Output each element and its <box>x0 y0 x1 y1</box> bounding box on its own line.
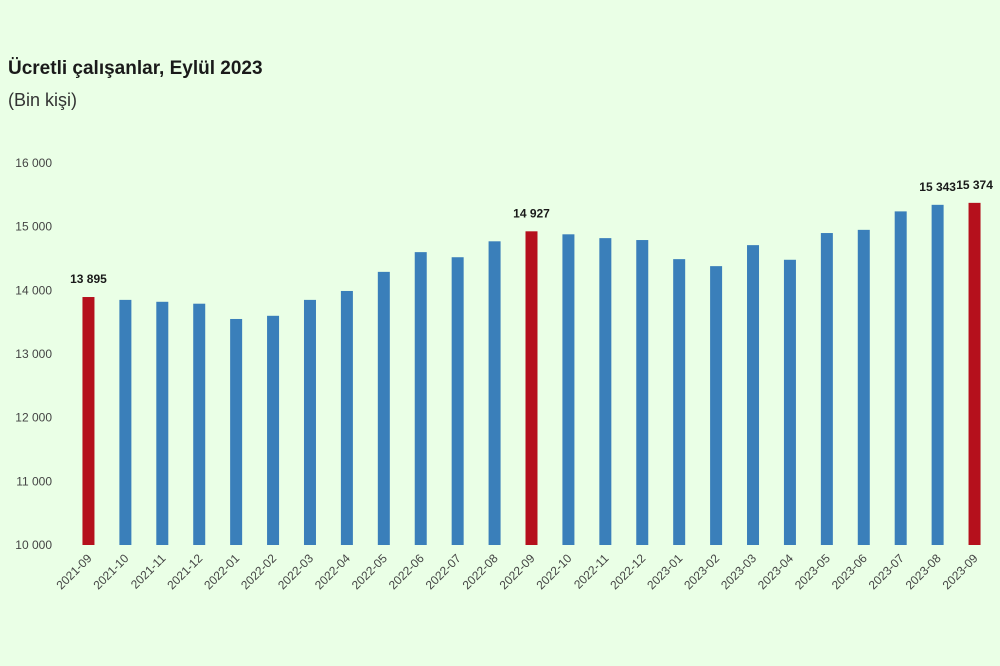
bar-2022-09 <box>525 231 538 545</box>
x-tick-label: 2022-10 <box>533 551 574 592</box>
bar-2022-02 <box>267 315 280 545</box>
y-tick-label: 16 000 <box>15 156 52 170</box>
bar-2021-10 <box>119 299 132 545</box>
bar-2021-12 <box>193 303 206 545</box>
x-tick-label: 2022-11 <box>571 551 612 592</box>
bar-2022-04 <box>340 290 353 545</box>
data-label-2022-09: 14 927 <box>513 206 550 220</box>
bar-2023-06 <box>857 229 870 545</box>
x-tick-label: 2022-12 <box>607 551 648 592</box>
x-tick-label: 2023-06 <box>829 551 870 592</box>
x-tick-label: 2021-09 <box>54 551 95 592</box>
x-tick-label: 2023-03 <box>718 551 759 592</box>
chart-title: Ücretli çalışanlar, Eylül 2023 <box>8 58 263 79</box>
bar-series <box>82 202 981 546</box>
bar-2022-03 <box>303 299 316 545</box>
x-tick-label: 2023-09 <box>940 551 981 592</box>
bar-2021-11 <box>156 301 169 545</box>
bar-2022-12 <box>636 240 649 545</box>
x-tick-label: 2022-04 <box>312 551 353 592</box>
data-label-2021-09: 13 895 <box>70 272 107 286</box>
y-tick-label: 12 000 <box>15 411 52 425</box>
x-tick-label: 2022-05 <box>349 551 390 592</box>
x-tick-label: 2023-07 <box>866 551 907 592</box>
x-tick-label: 2021-12 <box>164 551 205 592</box>
bar-2022-07 <box>451 257 464 545</box>
bar-2023-07 <box>894 211 907 546</box>
y-axis: 10 000 11 000 12 000 13 000 14 000 15 000 16 0… <box>15 156 52 552</box>
y-tick-label: 14 000 <box>15 283 52 297</box>
bar-2023-04 <box>783 259 796 545</box>
y-tick-label: 10 000 <box>15 538 52 552</box>
y-tick-label: 15 000 <box>15 220 52 234</box>
data-labels: 13 895 14 927 15 343 15 374 <box>70 178 993 286</box>
x-tick-label: 2022-02 <box>238 551 279 592</box>
x-tick-label: 2022-07 <box>423 551 464 592</box>
bar-2022-01 <box>230 318 243 545</box>
bar-2022-10 <box>562 234 575 545</box>
bar-2023-02 <box>710 266 723 545</box>
bar-2022-11 <box>599 238 612 546</box>
data-label-2023-08: 15 343 <box>919 180 956 194</box>
bar-2022-08 <box>488 241 501 545</box>
y-tick-label: 11 000 <box>16 474 52 488</box>
bar-2023-09 <box>968 202 981 545</box>
x-axis: 2021-092021-102021-112021-122022-012022-… <box>54 551 981 592</box>
bar-2021-09 <box>82 297 95 545</box>
x-tick-label: 2021-11 <box>128 551 169 592</box>
bar-2023-01 <box>673 259 686 545</box>
chart-subtitle: (Bin kişi) <box>8 90 78 110</box>
x-tick-label: 2021-10 <box>90 551 131 592</box>
x-tick-label: 2022-08 <box>460 551 501 592</box>
x-tick-label: 2022-06 <box>386 551 427 592</box>
bar-2023-03 <box>747 245 760 545</box>
x-tick-label: 2022-09 <box>497 551 538 592</box>
x-tick-label: 2023-05 <box>792 551 833 592</box>
x-tick-label: 2022-03 <box>275 551 316 592</box>
x-tick-label: 2022-01 <box>201 551 242 592</box>
bar-2022-06 <box>414 252 427 545</box>
x-tick-label: 2023-08 <box>903 551 944 592</box>
bar-2022-05 <box>377 271 390 545</box>
x-tick-label: 2023-01 <box>644 551 685 592</box>
bar-2023-05 <box>820 233 833 546</box>
y-tick-label: 13 000 <box>15 347 52 361</box>
bar-2023-08 <box>931 204 944 546</box>
x-tick-label: 2023-04 <box>755 551 796 592</box>
data-label-2023-09: 15 374 <box>956 178 993 192</box>
x-tick-label: 2023-02 <box>681 551 722 592</box>
